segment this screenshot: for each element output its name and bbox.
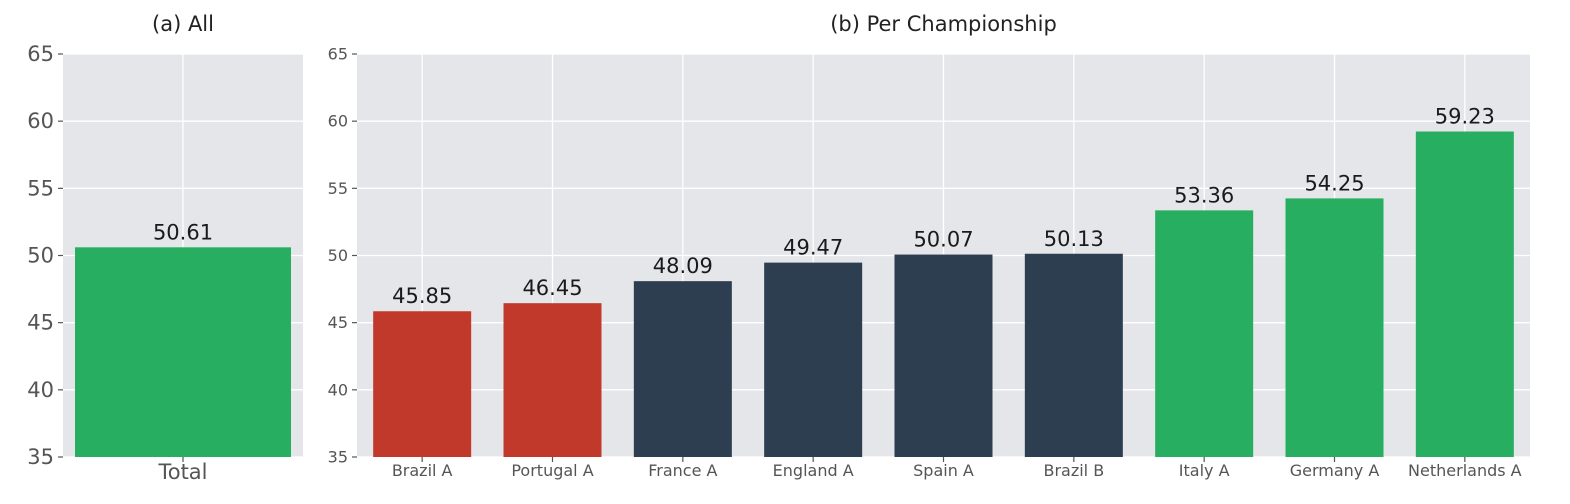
y-tick-label: 65 <box>328 45 348 64</box>
chart-title-per-championship: (b) Per Championship <box>830 12 1057 36</box>
x-tick-label: France A <box>648 461 717 480</box>
y-tick-label: 60 <box>27 109 54 133</box>
x-tick-label: Brazil A <box>392 461 453 480</box>
y-tick-label: 55 <box>27 176 54 200</box>
bar-netherlands-a <box>1415 131 1514 458</box>
y-tick-label: 50 <box>27 244 54 268</box>
x-tick-label: Germany A <box>1290 461 1380 480</box>
bar-france-a <box>633 281 732 457</box>
bar-value-label: 46.45 <box>522 276 582 300</box>
bar-value-label: 50.07 <box>913 228 973 252</box>
panel-all: 50.61 35 40 45 50 55 60 65 Total (a) All <box>27 12 303 484</box>
x-tick-label: England A <box>773 461 854 480</box>
x-tick-label: Italy A <box>1179 461 1230 480</box>
bar-england-a <box>764 262 863 457</box>
bar-italy-a <box>1155 210 1254 457</box>
x-tick-label: Netherlands A <box>1408 461 1522 480</box>
bar-value-label: 53.36 <box>1174 183 1234 207</box>
bar-value-label: 49.47 <box>783 236 843 260</box>
bar-germany-a <box>1285 198 1384 458</box>
bar-value-label: 50.13 <box>1044 227 1104 251</box>
axes-all: 35 40 45 50 55 60 65 Total <box>27 42 207 484</box>
y-tick-label: 65 <box>27 42 54 66</box>
bar-total <box>75 247 291 457</box>
bar-brazil-a <box>373 311 472 457</box>
y-tick-label: 40 <box>27 378 54 402</box>
bar-brazil-b <box>1024 253 1123 457</box>
bar-value-label: 54.25 <box>1304 171 1364 195</box>
axes-per-championship: 35 40 45 50 55 60 65 Brazil A Portugal A France A… <box>328 45 1522 481</box>
y-tick-label: 40 <box>328 380 348 399</box>
bars-all: 50.61 <box>75 220 291 457</box>
x-tick-label: Brazil B <box>1043 461 1104 480</box>
bar-value-label: 59.23 <box>1435 105 1495 129</box>
bar-portugal-a <box>503 303 602 457</box>
y-tick-label: 60 <box>328 112 348 131</box>
chart-title-all: (a) All <box>152 12 214 36</box>
bar-value-label: 45.85 <box>392 284 452 308</box>
y-tick-label: 35 <box>27 445 54 469</box>
y-tick-label: 50 <box>328 246 348 265</box>
x-tick-label: Spain A <box>913 461 974 480</box>
bars-per-championship: 45.85 46.45 48.09 49.47 50.07 50.13 53.36 54.25… <box>373 105 1514 458</box>
y-tick-label: 35 <box>328 448 348 467</box>
y-tick-label: 55 <box>328 179 348 198</box>
bar-value-label: 50.61 <box>153 220 213 244</box>
panel-per-championship: 45.85 46.45 48.09 49.47 50.07 50.13 53.36 54.25… <box>328 12 1530 480</box>
y-tick-label: 45 <box>27 311 54 335</box>
bar-value-label: 48.09 <box>653 254 713 278</box>
y-tick-label: 45 <box>328 313 348 332</box>
x-tick-label: Total <box>157 460 207 484</box>
x-tick-label: Portugal A <box>511 461 593 480</box>
bar-spain-a <box>894 254 993 457</box>
